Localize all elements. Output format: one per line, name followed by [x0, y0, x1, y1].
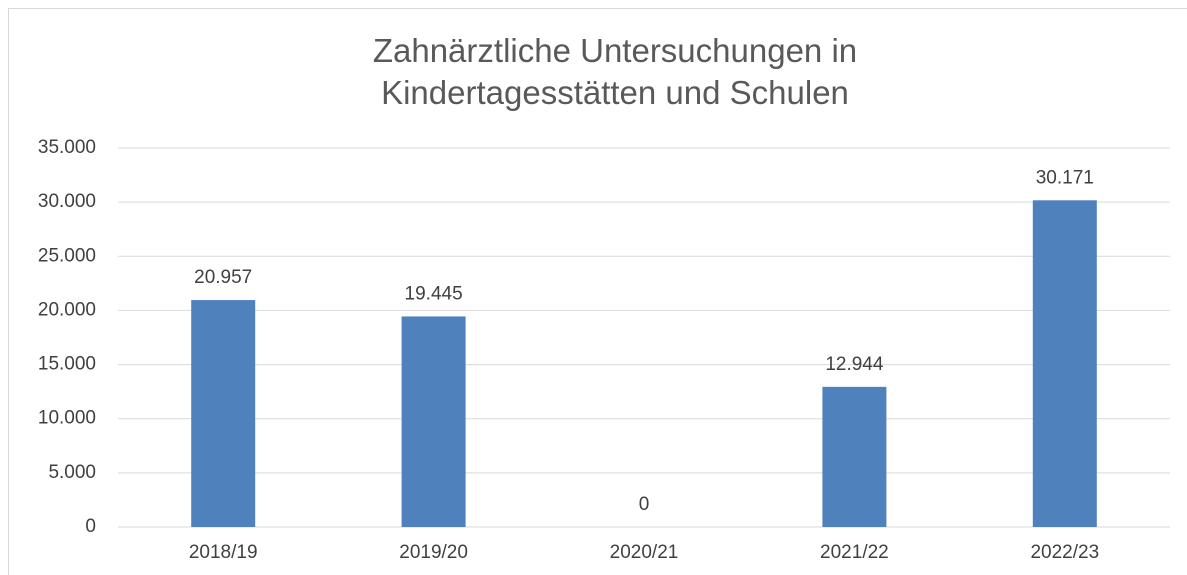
bar: [822, 386, 887, 527]
y-tick-label: 25.000: [38, 245, 96, 266]
y-tick-label: 15.000: [38, 354, 96, 375]
x-tick-label: 2021/22: [820, 542, 889, 563]
chart-title: Zahnärztliche Untersuchungen in Kinderta…: [372, 32, 858, 111]
y-tick-label: 20.000: [38, 299, 96, 320]
bar: [1032, 200, 1097, 527]
value-label: 19.445: [405, 283, 463, 304]
bar: [401, 316, 466, 527]
y-tick-label: 30.000: [38, 191, 96, 212]
y-tick-label: 5.000: [48, 462, 96, 483]
y-tick-label: 0: [85, 516, 96, 537]
x-tick-label: 2020/21: [610, 542, 679, 563]
value-label: 30.171: [1036, 167, 1094, 188]
value-label: 20.957: [194, 267, 252, 288]
value-label: 0: [639, 494, 650, 515]
x-tick-label: 2019/20: [399, 542, 468, 563]
x-tick-label: 2022/23: [1030, 542, 1099, 563]
chart-border: [8, 8, 1187, 575]
value-label: 12.944: [825, 354, 884, 375]
x-tick-label: 2018/19: [189, 542, 258, 563]
y-tick-label: 10.000: [38, 408, 96, 429]
y-tick-label: 35.000: [38, 137, 96, 158]
bar: [191, 300, 256, 527]
